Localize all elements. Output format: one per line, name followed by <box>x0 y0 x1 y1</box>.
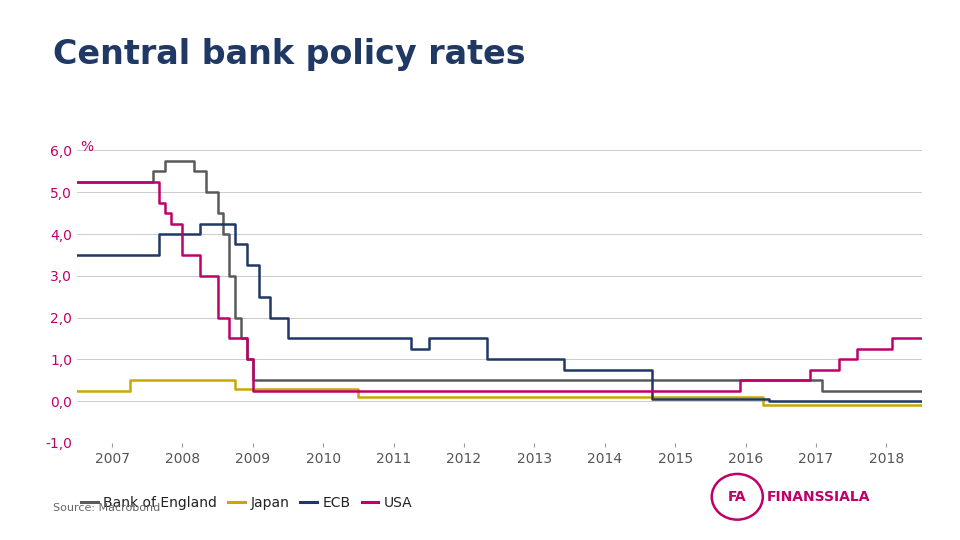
Text: %: % <box>81 140 93 154</box>
Text: FA: FA <box>728 490 747 504</box>
Text: FINANSSIALA: FINANSSIALA <box>767 490 871 504</box>
Text: Source: Macrobond: Source: Macrobond <box>53 503 160 513</box>
Text: Central bank policy rates: Central bank policy rates <box>53 38 525 71</box>
Legend: Bank of England, Japan, ECB, USA: Bank of England, Japan, ECB, USA <box>75 490 419 516</box>
